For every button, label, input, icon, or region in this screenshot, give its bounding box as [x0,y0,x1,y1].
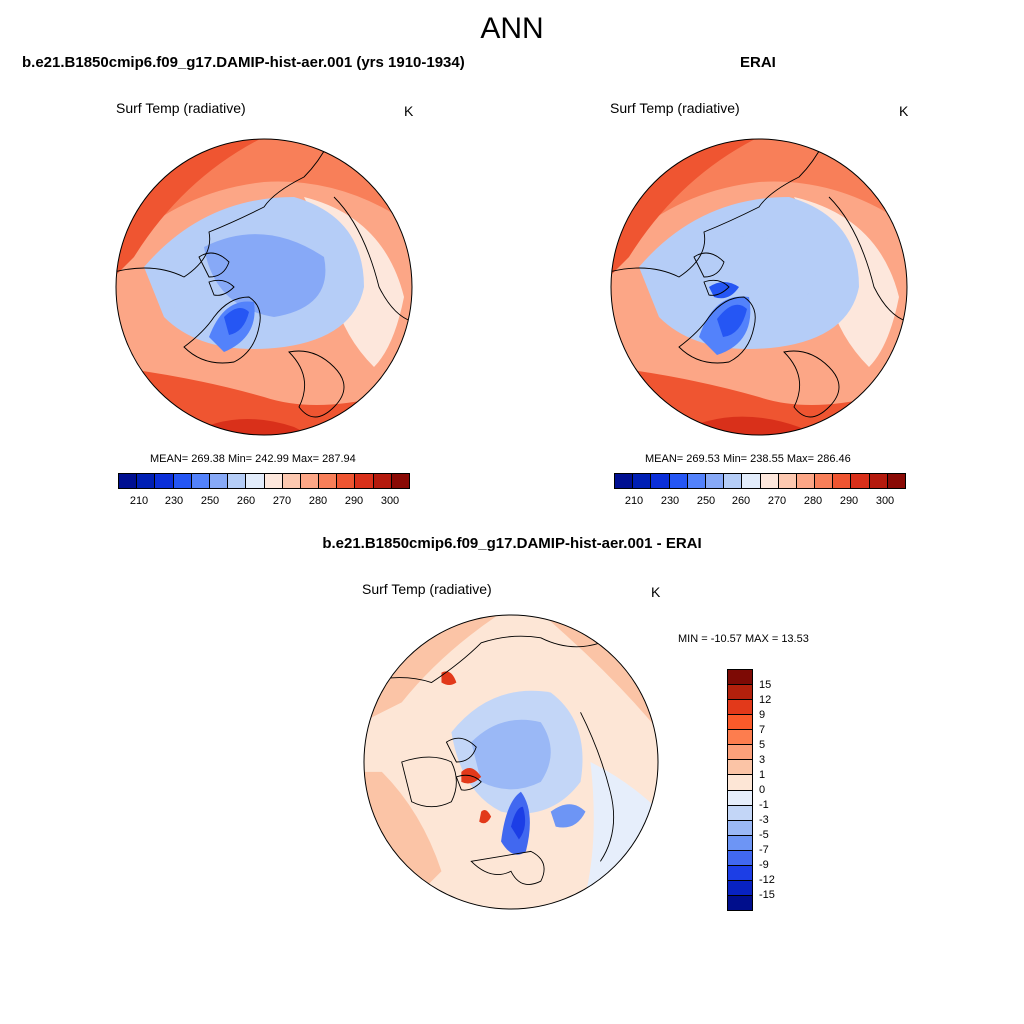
panel3-colorbar-tick-label: -15 [759,889,775,901]
panel1-colorbar-swatch [191,474,210,488]
panel3-colorbar-tick-label: -9 [759,859,769,871]
panel2-colorbar-swatch [851,474,870,488]
panel2-colorbar-tick-label: 290 [839,495,859,507]
panel3-colorbar-swatch [728,730,752,746]
panel3-colorbar-tick-label: 12 [759,694,772,706]
panel1-variable-label: Surf Temp (radiative) [116,100,246,116]
panel2-colorbar-tick-label: 300 [875,495,895,507]
panel1-colorbar-swatch [119,474,138,488]
panel2-colorbar-tick-label: 250 [696,495,716,507]
panel1-colorbar-swatch [155,474,174,488]
panel2-colorbar-swatch [669,474,688,488]
panel1-colorbar-swatch [264,474,283,488]
panel3-units-label: K [651,584,661,600]
panel1-colorbar-swatch [337,474,356,488]
panel3-colorbar-tick-label: 15 [759,679,772,691]
panel2-title: ERAI [740,54,776,71]
panel2-colorbar-swatch [833,474,852,488]
panel1-colorbar-tick-label: 250 [200,495,220,507]
panel3-colorbar-swatch [728,700,752,716]
panel1-colorbar-swatch [300,474,320,488]
panel3-colorbar-tick-label: 7 [759,724,766,736]
panel1-colorbar-swatch [391,474,409,488]
panel2-colorbar [614,473,906,489]
panel2-colorbar-swatch [705,474,725,488]
panel3-colorbar-swatch [728,775,752,791]
panel1-colorbar-tick-label: 300 [380,495,400,507]
panel3-title: b.e21.B1850cmip6.f09_g17.DAMIP-hist-aer.… [322,535,702,552]
panel1-stats: MEAN= 269.38 Min= 242.99 Max= 287.94 [150,453,356,465]
panel1-colorbar-swatch [173,474,192,488]
panel3-colorbar-swatch [728,715,752,731]
panel1-colorbar-tick-label: 260 [236,495,256,507]
panel3-colorbar-tick-label: -7 [759,844,769,856]
panel2-colorbar-swatch [778,474,797,488]
panel2-colorbar-swatch [615,474,634,488]
panel1-colorbar [118,473,410,489]
panel2-colorbar-tick-label: 280 [803,495,823,507]
panel3-colorbar-swatch [728,685,752,701]
panel3-colorbar-swatch [728,745,752,761]
panel2-colorbar-tick-label: 210 [624,495,644,507]
panel3-colorbar-tick-label: 3 [759,754,766,766]
panel2-polar-map [610,138,908,436]
panel2-colorbar-tick-label: 230 [660,495,680,507]
panel1-colorbar-swatch [137,474,156,488]
panel3-colorbar-tick-label: 5 [759,739,766,751]
panel2-variable-label: Surf Temp (radiative) [610,100,740,116]
panel3-polar-map [363,614,659,910]
panel3-stats: MIN = -10.57 MAX = 13.53 [678,633,809,645]
panel3-colorbar-swatch [728,850,752,866]
panel3-colorbar-tick-label: 9 [759,709,766,721]
panel3-colorbar-swatch [728,760,752,776]
panel2-colorbar-swatch [687,474,706,488]
panel2-colorbar-swatch [742,474,761,488]
panel3-colorbar-tick-label: -1 [759,799,769,811]
panel2-colorbar-swatch [760,474,779,488]
panel3-colorbar-tick-label: 1 [759,769,766,781]
panel3-colorbar [727,669,753,911]
panel1-colorbar-swatch [373,474,392,488]
panel1-colorbar-swatch [319,474,338,488]
panel1-colorbar-swatch [246,474,265,488]
panel1-colorbar-tick-label: 230 [164,495,184,507]
panel1-colorbar-swatch [228,474,247,488]
panel1-colorbar-swatch [209,474,229,488]
panel2-colorbar-swatch [724,474,743,488]
panel3-colorbar-swatch [728,670,752,686]
panel2-colorbar-tick-label: 260 [731,495,751,507]
panel3-colorbar-swatch [728,895,752,910]
panel1-colorbar-tick-label: 280 [308,495,328,507]
panel2-colorbar-swatch [887,474,905,488]
panel3-colorbar-swatch [728,805,752,821]
panel3-variable-label: Surf Temp (radiative) [362,581,492,597]
panel2-colorbar-swatch [651,474,670,488]
panel3-colorbar-tick-label: 0 [759,784,766,796]
panel1-polar-map [115,138,413,436]
panel3-colorbar-swatch [728,865,752,881]
panel3-colorbar-tick-label: -5 [759,829,769,841]
panel3-colorbar-swatch [728,790,752,806]
panel2-colorbar-swatch [796,474,816,488]
panel2-colorbar-swatch [869,474,888,488]
panel1-colorbar-swatch [355,474,374,488]
panel2-colorbar-tick-label: 270 [767,495,787,507]
panel3-colorbar-swatch [728,835,752,851]
panel1-units-label: K [404,103,414,119]
panel2-colorbar-swatch [815,474,834,488]
panel1-colorbar-tick-label: 270 [272,495,292,507]
panel1-title: b.e21.B1850cmip6.f09_g17.DAMIP-hist-aer.… [22,54,465,71]
panel3-colorbar-tick-label: -3 [759,814,769,826]
panel1-colorbar-swatch [282,474,301,488]
panel2-stats: MEAN= 269.53 Min= 238.55 Max= 286.46 [645,453,851,465]
panel3-colorbar-tick-label: -12 [759,874,775,886]
panel2-units-label: K [899,103,909,119]
panel3-colorbar-swatch [728,820,752,836]
panel3-colorbar-swatch [728,880,752,896]
panel1-colorbar-tick-label: 210 [129,495,149,507]
panel1-colorbar-tick-label: 290 [344,495,364,507]
season-title: ANN [480,12,544,45]
panel2-colorbar-swatch [633,474,652,488]
